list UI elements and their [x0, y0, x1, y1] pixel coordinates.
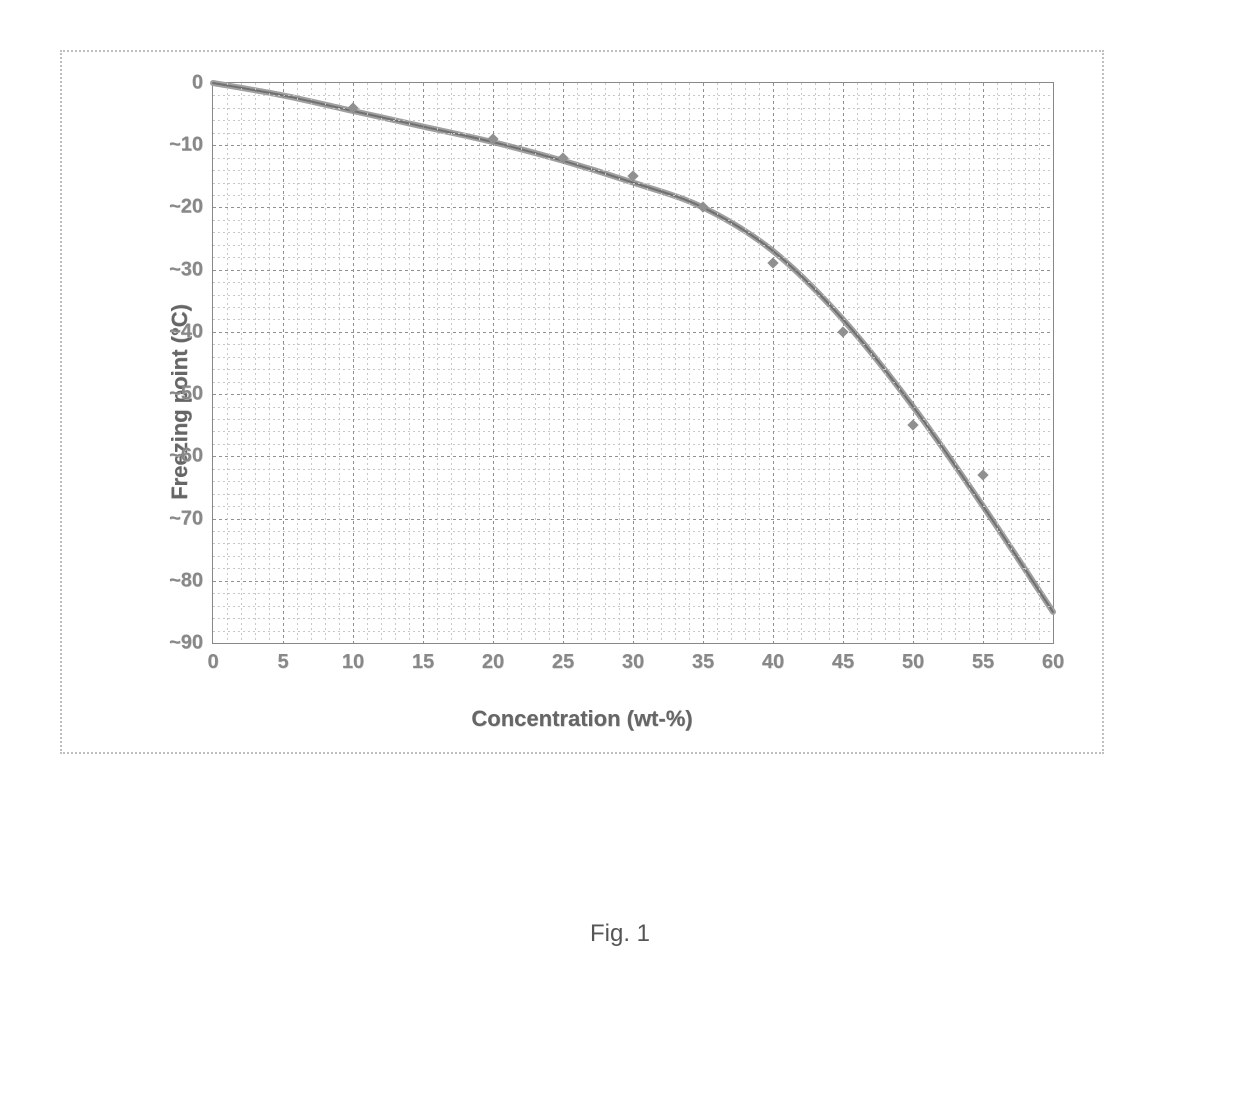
grid-minor-v: [675, 83, 676, 643]
grid-minor-v: [899, 83, 900, 643]
grid-minor-v: [605, 83, 606, 643]
x-axis-label: Concentration (wt-%): [471, 706, 692, 732]
x-tick-label: 30: [622, 643, 644, 674]
grid-major-v: [913, 83, 914, 643]
y-tick-label: ~10: [169, 134, 213, 157]
grid-major-v: [283, 83, 284, 643]
y-tick-label: ~30: [169, 258, 213, 281]
x-tick-label: 5: [277, 643, 288, 674]
grid-minor-v: [745, 83, 746, 643]
grid-minor-v: [437, 83, 438, 643]
grid-major-v: [703, 83, 704, 643]
y-tick-label: ~20: [169, 196, 213, 219]
grid-minor-v: [927, 83, 928, 643]
x-tick-label: 15: [412, 643, 434, 674]
grid-minor-v: [241, 83, 242, 643]
grid-minor-v: [1025, 83, 1026, 643]
grid-major-v: [423, 83, 424, 643]
grid-major-v: [563, 83, 564, 643]
grid-minor-v: [647, 83, 648, 643]
grid-minor-v: [885, 83, 886, 643]
grid-minor-v: [857, 83, 858, 643]
grid-minor-v: [325, 83, 326, 643]
grid-minor-v: [451, 83, 452, 643]
grid-minor-v: [759, 83, 760, 643]
grid-major-v: [983, 83, 984, 643]
grid-minor-v: [1011, 83, 1012, 643]
grid-minor-v: [871, 83, 872, 643]
grid-major-v: [493, 83, 494, 643]
grid-minor-v: [479, 83, 480, 643]
y-tick-label: ~80: [169, 569, 213, 592]
x-tick-label: 40: [762, 643, 784, 674]
grid-minor-v: [829, 83, 830, 643]
x-tick-label: 0: [207, 643, 218, 674]
grid-minor-v: [689, 83, 690, 643]
figure-caption: Fig. 1: [590, 920, 650, 948]
grid-minor-v: [717, 83, 718, 643]
grid-minor-v: [339, 83, 340, 643]
grid-minor-v: [619, 83, 620, 643]
grid-minor-v: [311, 83, 312, 643]
x-tick-label: 45: [832, 643, 854, 674]
grid-minor-v: [255, 83, 256, 643]
grid-minor-v: [269, 83, 270, 643]
x-tick-label: 10: [342, 643, 364, 674]
y-tick-label: ~60: [169, 445, 213, 468]
grid-minor-v: [997, 83, 998, 643]
x-tick-label: 55: [972, 643, 994, 674]
x-tick-label: 20: [482, 643, 504, 674]
y-tick-label: 0: [192, 72, 213, 95]
grid-minor-v: [381, 83, 382, 643]
grid-major-v: [773, 83, 774, 643]
grid-minor-v: [367, 83, 368, 643]
grid-minor-v: [297, 83, 298, 643]
grid-minor-v: [577, 83, 578, 643]
y-tick-label: ~40: [169, 320, 213, 343]
plot-area: 0~10~20~30~40~50~60~70~80~90051015202530…: [212, 82, 1054, 644]
x-tick-label: 50: [902, 643, 924, 674]
grid-minor-v: [549, 83, 550, 643]
grid-minor-v: [941, 83, 942, 643]
grid-minor-v: [535, 83, 536, 643]
x-tick-label: 25: [552, 643, 574, 674]
grid-minor-v: [465, 83, 466, 643]
y-tick-label: ~70: [169, 507, 213, 530]
grid-minor-v: [507, 83, 508, 643]
grid-minor-v: [409, 83, 410, 643]
grid-minor-v: [801, 83, 802, 643]
grid-minor-v: [969, 83, 970, 643]
grid-minor-v: [731, 83, 732, 643]
grid-major-v: [843, 83, 844, 643]
y-tick-label: ~90: [169, 632, 213, 655]
x-tick-label: 60: [1042, 643, 1064, 674]
grid-minor-v: [1039, 83, 1040, 643]
grid-minor-v: [395, 83, 396, 643]
y-tick-label: ~50: [169, 383, 213, 406]
grid-major-v: [353, 83, 354, 643]
chart-frame: Freezing point (°C) Concentration (wt-%)…: [60, 50, 1104, 754]
grid-minor-v: [227, 83, 228, 643]
grid-minor-v: [955, 83, 956, 643]
grid-major-v: [633, 83, 634, 643]
grid-minor-v: [787, 83, 788, 643]
grid-minor-v: [815, 83, 816, 643]
grid-minor-v: [521, 83, 522, 643]
x-tick-label: 35: [692, 643, 714, 674]
grid-minor-v: [591, 83, 592, 643]
grid-minor-v: [661, 83, 662, 643]
